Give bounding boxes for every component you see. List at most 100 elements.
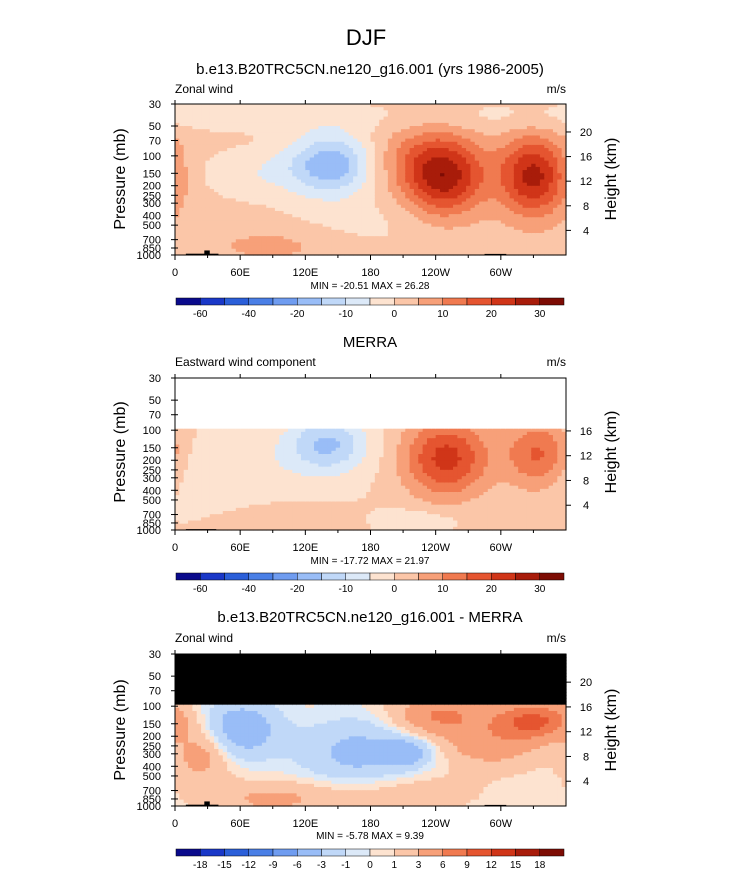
field-cell xyxy=(231,182,237,187)
field-cell xyxy=(535,214,541,218)
field-cell xyxy=(400,107,406,111)
field-cell xyxy=(305,119,311,124)
field-cell xyxy=(205,113,211,118)
field-cell xyxy=(409,207,415,212)
field-cell xyxy=(387,179,393,184)
field-cell xyxy=(235,185,241,190)
field-cell xyxy=(318,148,324,152)
field-cell xyxy=(257,207,263,212)
field-cell xyxy=(431,126,437,130)
field-cell xyxy=(531,192,537,196)
field-cell xyxy=(526,214,532,218)
field-cell xyxy=(361,144,367,149)
field-cell xyxy=(305,122,311,127)
field-cell xyxy=(283,151,289,155)
field-cell xyxy=(444,119,450,124)
field-cell xyxy=(192,495,198,499)
field-cell xyxy=(201,422,207,427)
field-cell xyxy=(496,214,502,218)
field-cell xyxy=(413,251,419,256)
field-cell xyxy=(383,210,389,215)
field-cell xyxy=(474,173,480,177)
field-cell xyxy=(227,251,233,256)
field-cell xyxy=(274,138,280,143)
colorbar-swatch xyxy=(272,297,298,306)
field-cell xyxy=(396,163,402,168)
field-cell xyxy=(175,135,180,140)
field-cell xyxy=(548,157,554,162)
field-cell xyxy=(509,170,515,174)
field-cell xyxy=(244,135,250,140)
field-cell xyxy=(440,182,445,187)
field-cell xyxy=(431,122,437,127)
field-cell xyxy=(257,141,263,146)
field-cell xyxy=(374,198,380,203)
field-cell xyxy=(483,182,489,187)
field-cell xyxy=(561,185,567,190)
field-cell xyxy=(522,242,528,247)
field-cell xyxy=(261,207,267,212)
field-cell xyxy=(435,132,441,137)
field-cell xyxy=(331,151,337,155)
field-cell xyxy=(422,166,428,171)
field-cell xyxy=(500,129,506,133)
field-cell xyxy=(431,110,437,115)
field-cell xyxy=(483,163,489,168)
field-cell xyxy=(261,154,267,159)
field-cell xyxy=(548,248,554,253)
field-cell xyxy=(387,148,393,152)
field-cell xyxy=(335,157,341,162)
field-cell xyxy=(188,492,193,496)
field-cell xyxy=(492,107,498,111)
field-cell xyxy=(188,488,193,493)
field-cell xyxy=(205,444,211,449)
field-cell xyxy=(557,176,563,181)
field-cell xyxy=(192,157,198,162)
field-cell xyxy=(518,195,524,199)
field-cell xyxy=(327,232,332,237)
field-cell xyxy=(461,248,467,253)
field-cell xyxy=(374,132,380,137)
field-cell xyxy=(418,220,424,225)
field-cell xyxy=(522,251,528,256)
field-cell xyxy=(361,129,367,133)
field-cell xyxy=(179,116,185,121)
field-cell xyxy=(248,223,254,228)
field-cell xyxy=(500,113,506,118)
field-cell xyxy=(188,520,193,525)
field-cell xyxy=(348,119,354,124)
field-cell xyxy=(327,176,332,181)
field-cell xyxy=(318,163,324,168)
field-cell xyxy=(366,132,372,137)
field-cell xyxy=(561,166,567,171)
field-cell xyxy=(227,223,233,228)
field-cell xyxy=(318,116,324,121)
field-cell xyxy=(413,192,419,196)
field-cell xyxy=(279,201,285,206)
field-cell xyxy=(322,217,328,221)
field-cell xyxy=(227,113,233,118)
field-cell xyxy=(448,135,454,140)
field-cell xyxy=(396,245,402,250)
field-cell xyxy=(257,182,263,187)
field-cell xyxy=(227,248,233,253)
field-cell xyxy=(175,166,180,171)
field-cell xyxy=(300,195,306,199)
field-cell xyxy=(370,119,376,124)
field-cell xyxy=(470,239,476,244)
field-cell xyxy=(361,135,367,140)
field-cell xyxy=(209,381,215,385)
field-cell xyxy=(457,198,463,203)
field-cell xyxy=(331,210,337,215)
field-cell xyxy=(466,154,472,159)
field-cell xyxy=(205,160,211,165)
field-cell xyxy=(513,179,519,184)
field-cell xyxy=(509,201,515,206)
field-cell xyxy=(513,229,519,234)
field-cell xyxy=(327,148,332,152)
field-cell xyxy=(374,119,380,124)
field-cell xyxy=(218,223,224,228)
field-cell xyxy=(500,116,506,121)
field-cell xyxy=(561,122,567,127)
field-cell xyxy=(340,170,346,174)
